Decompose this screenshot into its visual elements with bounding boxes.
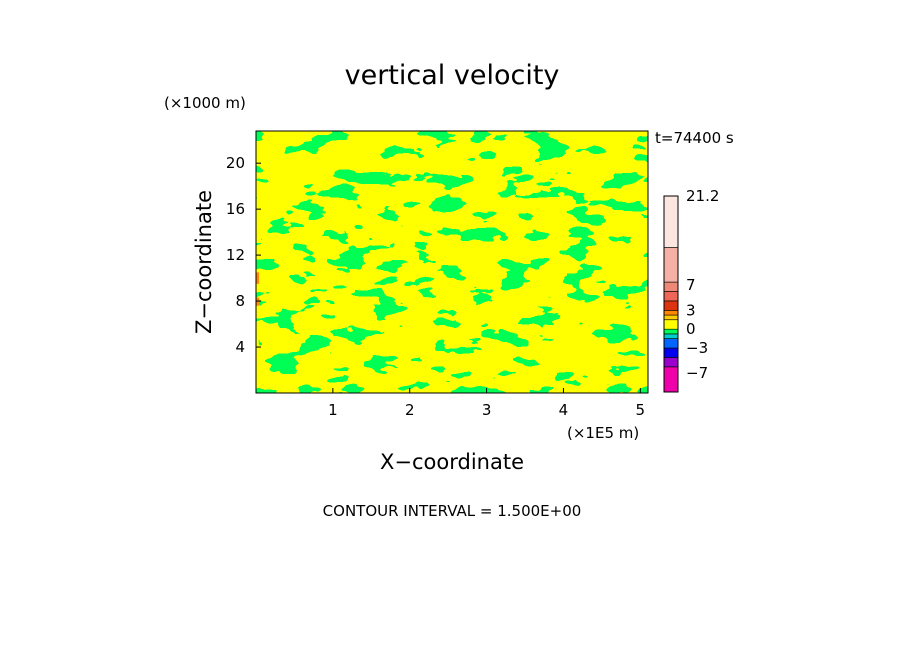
colorbar-segment	[663, 357, 679, 368]
colorbar-segment	[663, 281, 679, 292]
colorbar-segment	[663, 310, 679, 316]
x-tick-label: 3	[482, 401, 492, 419]
x-tick-label: 2	[405, 401, 415, 419]
field-overlay	[256, 272, 259, 306]
time-label: t=74400 s	[655, 129, 734, 147]
y-unit-label: (×1000 m)	[164, 94, 246, 112]
colorbar-tick-label: 0	[686, 320, 696, 338]
y-tick-label: 16	[226, 200, 245, 218]
x-axis-ticks: 1 2 3 4 5	[328, 388, 645, 419]
colorbar-segment	[663, 328, 679, 335]
x-tick-label: 5	[636, 401, 646, 419]
colorbar-tick-label: 7	[686, 276, 696, 294]
colorbar-tick-label: −7	[686, 364, 708, 382]
colorbar-segment	[663, 247, 679, 283]
y-tick-label: 4	[235, 338, 245, 356]
y-tick-label: 8	[235, 292, 245, 310]
field-positive-regions	[256, 131, 648, 393]
strong-updraft-2	[256, 297, 259, 306]
contour-interval-label: CONTOUR INTERVAL = 1.500E+00	[323, 502, 582, 520]
colorbar-segment	[663, 291, 679, 302]
colorbar	[663, 195, 679, 393]
x-axis-label: X−coordinate	[380, 450, 524, 474]
colorbar-segment	[663, 300, 679, 311]
colorbar-segment	[663, 333, 679, 339]
y-axis-label: Z−coordinate	[192, 190, 216, 334]
colorbar-tick-label: 3	[686, 301, 696, 319]
x-tick-label: 4	[559, 401, 569, 419]
colorbar-segment	[663, 195, 679, 248]
y-axis-ticks: 4 8 12 16 20	[226, 154, 261, 356]
colorbar-labels: 21.2 7 30−3 −7	[686, 187, 719, 382]
colorbar-segment	[663, 319, 679, 330]
colorbar-frame	[663, 195, 679, 393]
contour-field	[256, 131, 648, 393]
x-unit-label: (×1E5 m)	[567, 424, 639, 442]
x-tick-label: 1	[328, 401, 338, 419]
strong-updraft-1	[256, 272, 259, 284]
chart-title: vertical velocity	[345, 60, 560, 91]
colorbar-tick-label: 21.2	[686, 187, 719, 205]
colorbar-segment	[663, 314, 679, 321]
colorbar-segment	[663, 338, 679, 349]
colorbar-tick-label: −3	[686, 339, 708, 357]
plot-frame	[255, 130, 649, 394]
colorbar-segment	[663, 366, 679, 393]
y-tick-label: 12	[226, 246, 245, 264]
colorbar-segment	[663, 347, 679, 358]
y-tick-label: 20	[226, 154, 245, 172]
